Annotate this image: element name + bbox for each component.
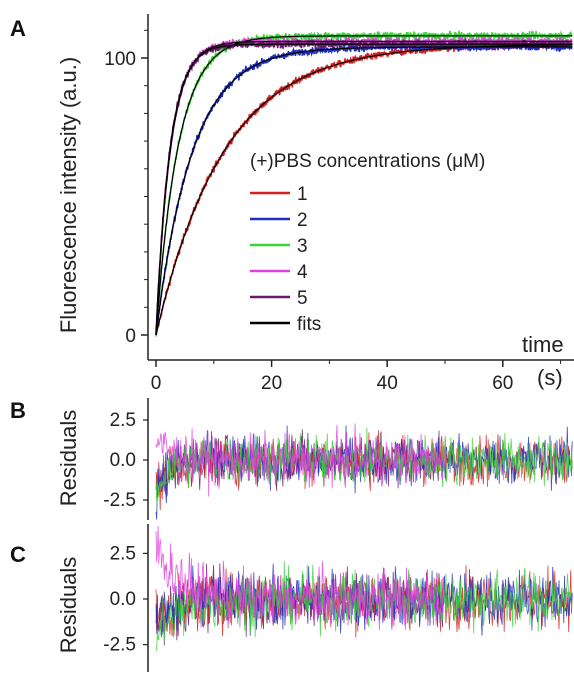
- x-tick-label-3: 60: [492, 373, 513, 394]
- panel-c-residuals: [155, 525, 573, 652]
- legend-label-1: 1: [297, 184, 308, 205]
- panel-c: C 2.5 0.0 -2.5 Residuals: [10, 524, 573, 672]
- y-tick-label-2: -2.5: [103, 490, 136, 511]
- x-tick-label-1: 20: [261, 373, 282, 394]
- legend-label-3: 3: [297, 236, 308, 257]
- fit-2-line: [155, 46, 573, 336]
- panel-a-y-ticks: 0 100: [104, 29, 148, 347]
- panel-c-y-axis-title: Residuals: [56, 557, 81, 654]
- panel-b: B 2.5 0.0 -2.5 Residuals: [10, 398, 573, 520]
- panel-c-label: C: [10, 542, 26, 567]
- series-4-line: [155, 35, 573, 334]
- y-tick-label-2: -2.5: [103, 635, 136, 656]
- panel-a-label: A: [10, 16, 26, 41]
- legend-label-4: 4: [297, 262, 308, 283]
- fit-5-line: [155, 43, 573, 336]
- series-5-line: [155, 37, 573, 335]
- panel-b-y-axis-title: Residuals: [56, 410, 81, 507]
- residual-4-line: [155, 525, 445, 631]
- panel-b-label: B: [10, 398, 26, 423]
- fit-1-line: [155, 44, 573, 336]
- legend-title: (+)PBS concentrations (μM): [250, 151, 485, 172]
- series-2-line: [155, 40, 573, 336]
- panel-a-x-axis-unit: (s): [537, 365, 563, 390]
- x-tick-label-2: 40: [377, 373, 398, 394]
- residual-4-line: [155, 423, 445, 497]
- fit-3-line: [155, 35, 573, 336]
- panel-a: A 0 100 0 20 40 60 Fluorescence intensity (a…: [10, 14, 574, 394]
- series-1-line: [155, 39, 573, 334]
- series-3-line: [155, 29, 573, 337]
- fit-4-line: [155, 40, 573, 336]
- y-tick-label-0: 0: [125, 326, 136, 347]
- y-tick-label-0: 2.5: [110, 410, 136, 431]
- panel-a-x-axis-title: time: [522, 332, 564, 357]
- panel-c-y-ticks: 2.5 0.0 -2.5: [103, 543, 148, 656]
- panel-a-y-axis-title: Fluorescence intensity (a.u.): [56, 57, 81, 333]
- panel-a-x-ticks: 0 20 40 60: [151, 360, 562, 394]
- legend-label-fits: fits: [297, 314, 321, 335]
- y-tick-label-1: 0.0: [110, 589, 136, 610]
- y-tick-label-1: 0.0: [110, 450, 136, 471]
- y-tick-label-0: 2.5: [110, 543, 136, 564]
- y-tick-label-1: 100: [104, 49, 136, 70]
- legend-label-2: 2: [297, 210, 308, 231]
- panel-a-series: [155, 29, 573, 337]
- x-tick-label-0: 0: [151, 373, 162, 394]
- panel-b-residuals: [155, 423, 573, 520]
- legend-label-5: 5: [297, 288, 308, 309]
- panel-b-y-ticks: 2.5 0.0 -2.5: [103, 410, 148, 511]
- legend: (+)PBS concentrations (μM) 1 2 3 4 5 fits: [250, 151, 485, 335]
